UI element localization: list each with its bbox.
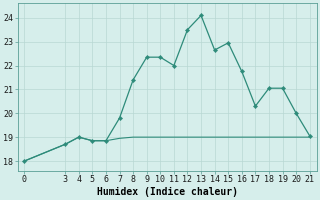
X-axis label: Humidex (Indice chaleur): Humidex (Indice chaleur) bbox=[97, 186, 237, 197]
